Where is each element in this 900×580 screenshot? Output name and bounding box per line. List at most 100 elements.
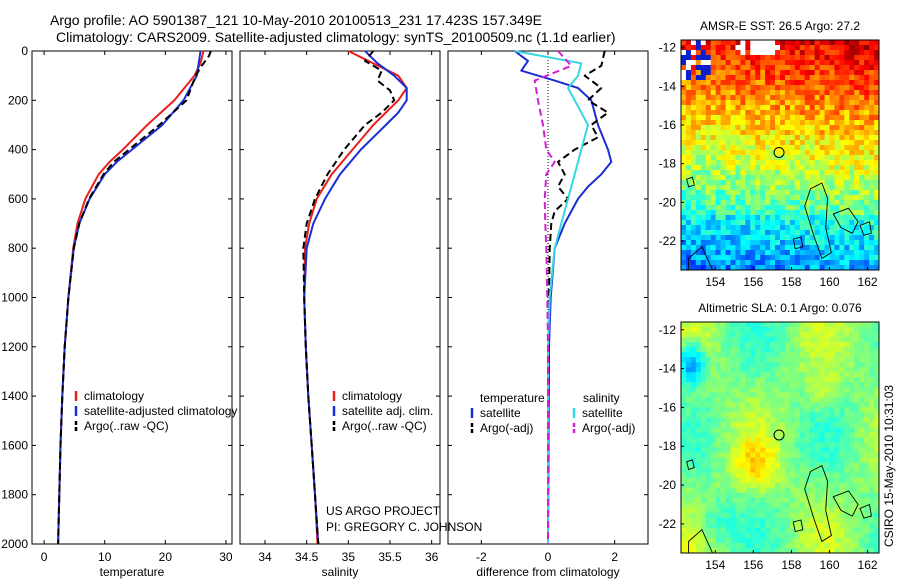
heatmap-cell: [834, 100, 840, 106]
heatmap-cell: [765, 457, 771, 464]
heatmap-cell: [705, 452, 712, 458]
heatmap-cell: [710, 362, 717, 368]
heatmap-cell: [824, 472, 830, 479]
heatmap-cell: [834, 382, 840, 388]
heatmap-cell: [685, 392, 692, 398]
heatmap-cell: [814, 547, 820, 553]
heatmap-cell: [770, 392, 776, 398]
heatmap-cell: [710, 230, 717, 236]
heatmap-cell: [760, 250, 766, 256]
heatmap-cell: [854, 412, 860, 418]
heatmap-cell: [869, 120, 875, 126]
heatmap-cell: [819, 487, 825, 494]
heatmap-cell: [839, 140, 845, 146]
heatmap-cell: [730, 100, 736, 106]
heatmap-cell: [844, 357, 850, 363]
heatmap-cell: [829, 105, 835, 111]
heatmap-cell: [834, 215, 840, 221]
heatmap-cell: [859, 145, 865, 151]
heatmap-cell: [720, 110, 726, 116]
heatmap-cell: [804, 115, 811, 121]
heatmap-cell: [681, 447, 687, 453]
heatmap-cell: [745, 45, 751, 51]
heatmap-cell: [844, 422, 850, 428]
heatmap-cell: [824, 165, 830, 171]
heatmap-cell: [784, 477, 791, 484]
heatmap-cell: [735, 190, 741, 196]
heatmap-cell: [745, 467, 751, 474]
heatmap-cell: [780, 95, 786, 101]
heatmap-cells: [681, 40, 879, 270]
heatmap-cell: [715, 95, 721, 101]
heatmap-cell: [784, 225, 791, 231]
heatmap-cell: [750, 422, 756, 428]
heatmap-cell: [765, 110, 771, 116]
heatmap-cell: [804, 352, 811, 358]
heatmap-cell: [690, 170, 697, 176]
heatmap-cell: [735, 90, 741, 96]
heatmap-cell: [789, 437, 796, 443]
heatmap-cell: [799, 75, 806, 81]
heatmap-cell: [765, 502, 771, 509]
heatmap-cell: [745, 230, 751, 236]
heatmap-cell: [745, 245, 751, 251]
heatmap-cell: [859, 220, 865, 226]
heatmap-cell: [844, 372, 850, 378]
heatmap-cell: [740, 397, 746, 403]
heatmap-cell: [730, 417, 736, 423]
heatmap-cell: [814, 337, 820, 343]
heatmap-cell: [700, 220, 707, 226]
heatmap-cell: [695, 472, 702, 479]
heatmap-cell: [750, 215, 756, 221]
heatmap-cell: [834, 322, 840, 328]
heatmap-cell: [819, 95, 825, 101]
heatmap-cell: [700, 507, 707, 514]
credit-timestamp: CSIRO 15-May-2010 10:31:03: [882, 385, 896, 547]
heatmap-cell: [784, 487, 791, 494]
heatmap-cell: [760, 357, 766, 363]
heatmap-cell: [814, 75, 820, 81]
heatmap-cell: [864, 70, 870, 76]
heatmap-cell: [730, 457, 736, 464]
heatmap-cell: [690, 205, 697, 211]
heatmap-cell: [824, 125, 830, 131]
heatmap-cell: [690, 402, 697, 408]
heatmap-cell: [799, 90, 806, 96]
heatmap-cell: [859, 422, 865, 428]
heatmap-cell: [804, 357, 811, 363]
heatmap-cell: [874, 50, 879, 56]
heatmap-cell: [695, 230, 702, 236]
heatmap-cell: [824, 90, 830, 96]
heatmap-cell: [720, 397, 726, 403]
heatmap-cell: [839, 210, 845, 216]
heatmap-cell: [874, 447, 879, 453]
heatmap-cell: [824, 327, 830, 333]
heatmap-cell: [710, 492, 717, 499]
heatmap-cell: [740, 402, 746, 408]
heatmap-cell: [720, 155, 726, 161]
heatmap-cell: [804, 240, 811, 246]
heatmap-cell: [804, 145, 811, 151]
heatmap-cell: [681, 387, 687, 393]
heatmap-cell: [725, 452, 731, 458]
heatmap-cell: [685, 522, 692, 529]
heatmap-cell: [740, 492, 746, 499]
heatmap-cell: [700, 65, 707, 71]
heatmap-cell: [765, 105, 771, 111]
heatmap-cell: [849, 327, 855, 333]
heatmap-cell: [869, 322, 875, 328]
heatmap-cell: [765, 40, 771, 46]
heatmap-cell: [874, 60, 879, 66]
heatmap-cell: [695, 337, 702, 343]
heatmap-cell: [819, 40, 825, 46]
heatmap-cell: [844, 210, 850, 216]
heatmap-cell: [755, 50, 761, 56]
heatmap-cell: [834, 75, 840, 81]
heatmap-cell: [874, 130, 879, 136]
heatmap-cell: [775, 175, 781, 181]
heatmap-cell: [780, 225, 786, 231]
heatmap-cell: [864, 155, 870, 161]
heatmap-cell: [804, 215, 811, 221]
heatmap-cell: [809, 332, 816, 338]
heatmap-cell: [794, 115, 801, 121]
